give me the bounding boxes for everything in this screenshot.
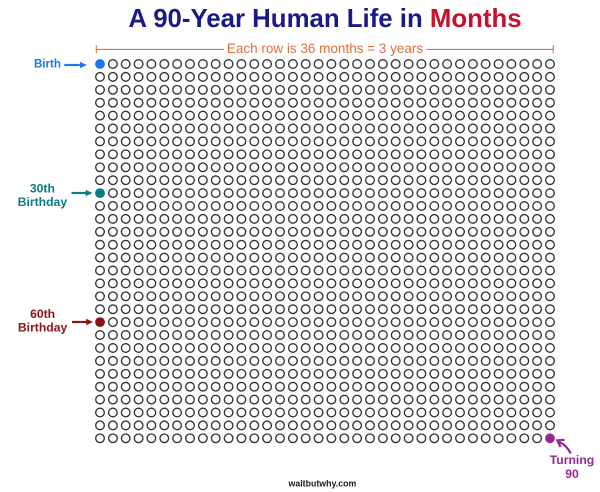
svg-text:30th: 30th (30, 182, 55, 196)
svg-text:60th: 60th (30, 307, 55, 321)
svg-text:90: 90 (565, 467, 579, 481)
svg-text:Birthday: Birthday (18, 195, 68, 209)
svg-text:waitbutwhy.com: waitbutwhy.com (288, 478, 357, 488)
svg-text:Each row is 36 months = 3 year: Each row is 36 months = 3 years (227, 41, 423, 56)
svg-text:Birth: Birth (34, 58, 61, 71)
svg-text:Birthday: Birthday (18, 320, 68, 334)
svg-text:A 90-Year Human Life in Months: A 90-Year Human Life in Months (128, 5, 521, 33)
svg-text:Turning: Turning (550, 453, 594, 467)
